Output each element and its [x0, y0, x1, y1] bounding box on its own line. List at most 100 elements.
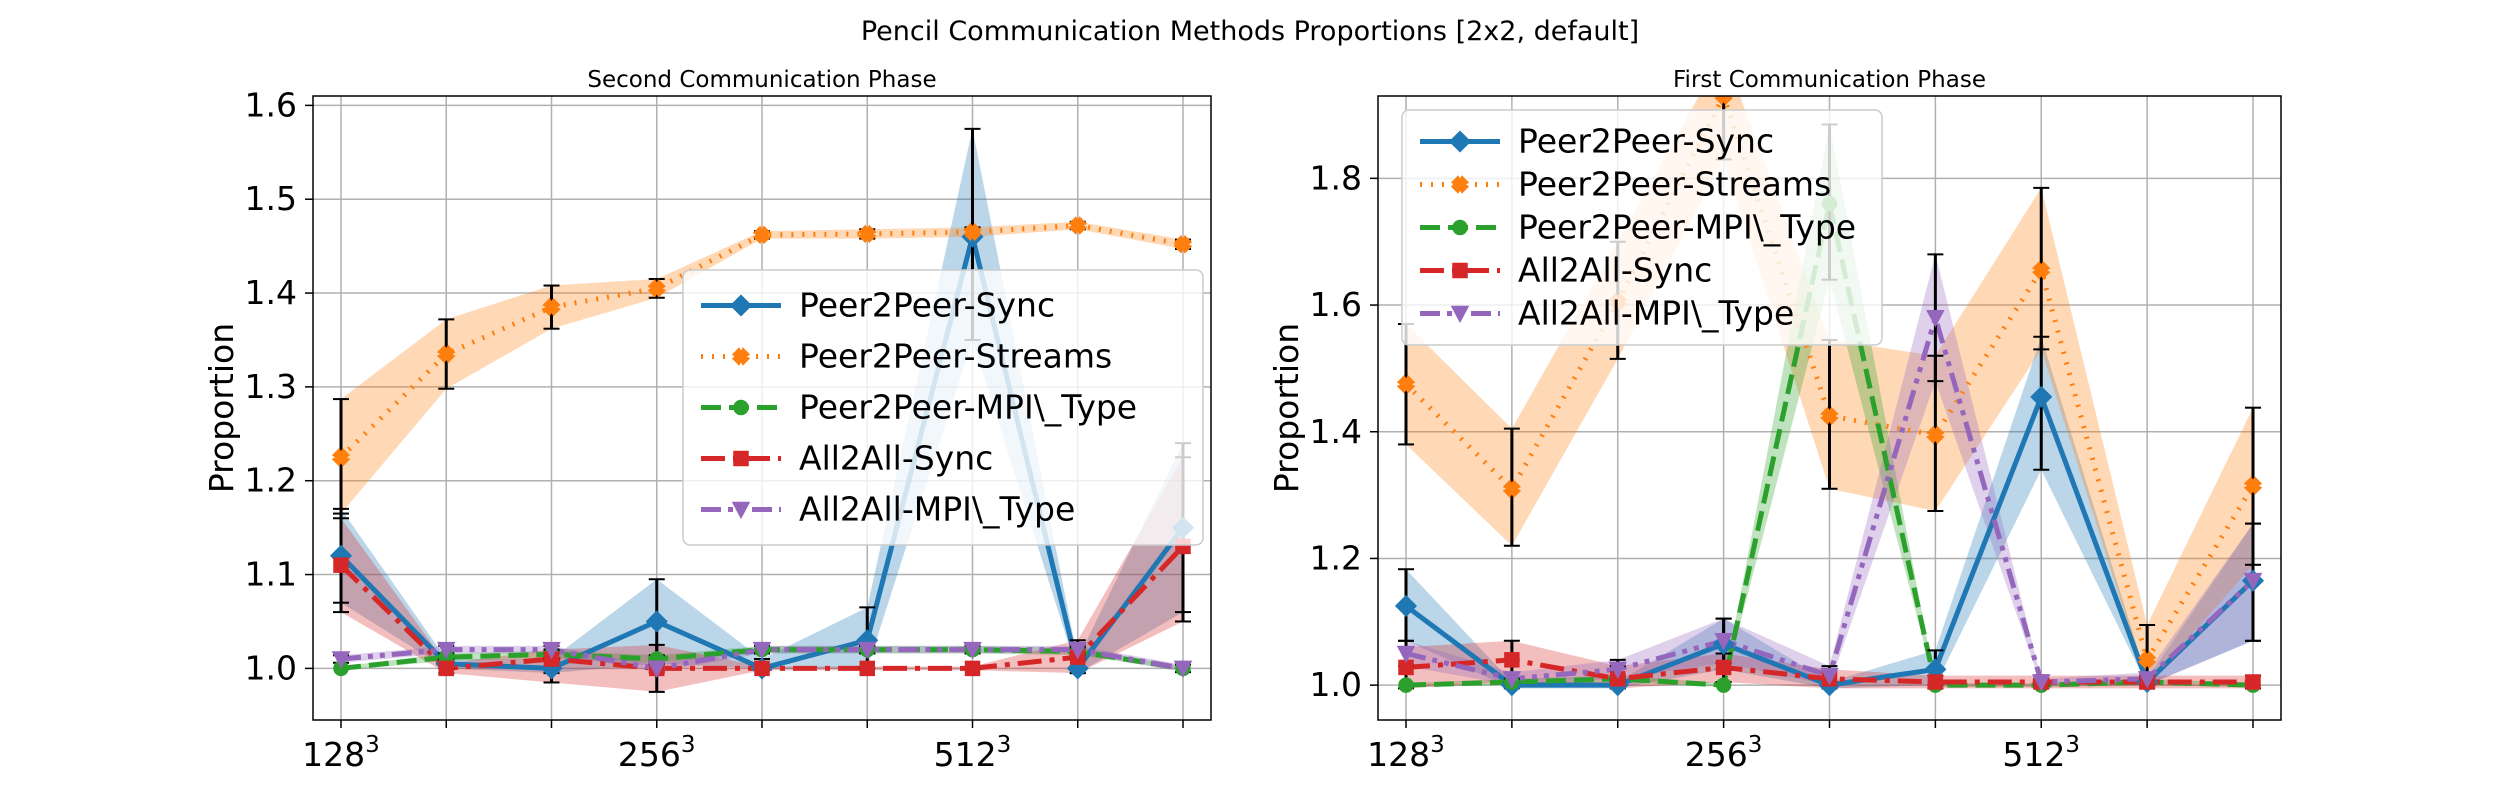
legend-marker [1450, 305, 1470, 324]
data-point [1926, 425, 1945, 445]
legend-label: Peer2Peer-MPI\_Type [1518, 208, 1856, 247]
data-point [542, 297, 561, 317]
legend-label: All2All-Sync [1518, 251, 1712, 290]
data-point [1502, 671, 1522, 689]
legend-marker [1452, 262, 1468, 279]
series-line [1405, 203, 2254, 688]
series-line [1404, 96, 2256, 667]
data-point [1926, 309, 1945, 328]
x-tick-label: 1283 [1367, 732, 1445, 774]
data-point [331, 651, 351, 669]
data-point [1715, 659, 1732, 676]
legend-marker [729, 294, 753, 317]
y-axis-label: Proportion [1267, 323, 1306, 493]
data-point [2245, 674, 2261, 690]
data-point [1927, 674, 1944, 690]
data-point [1396, 375, 1416, 394]
legend: Peer2Peer-Sync Peer2Peer-Streams Peer2Peer… [682, 269, 1204, 546]
y-tick-label: 1.2 [245, 461, 297, 500]
data-point [2032, 260, 2051, 280]
data-point [1068, 641, 1087, 660]
chart-second-communication-phase: Second Communication Phase 1.0 1.1 1.2 1.3 1.… [202, 67, 1212, 774]
y-tick-label: 1.3 [245, 367, 297, 406]
legend-marker [1448, 130, 1472, 153]
data-point [647, 660, 666, 678]
x-tick-label: 5123 [934, 732, 1012, 774]
legend-label: Peer2Peer-Sync [799, 286, 1055, 325]
data-point [1714, 96, 1733, 106]
legend-marker [1450, 175, 1470, 194]
axes-frame [312, 95, 1212, 721]
data-point [542, 641, 561, 660]
data-point [858, 641, 877, 660]
y-tick-label: 1.0 [1310, 665, 1362, 704]
data-point [964, 660, 981, 677]
x-tick-label: 2563 [618, 732, 696, 774]
data-point [1714, 633, 1733, 651]
legend-label: All2All-Sync [799, 439, 993, 478]
data-point [1173, 235, 1193, 254]
legend-marker [731, 501, 751, 520]
legend-marker [733, 399, 749, 416]
panel-title: First Communication Phase [1673, 67, 1986, 93]
data-point [1820, 667, 1839, 686]
data-point [1396, 645, 1416, 664]
data-point [2243, 572, 2263, 591]
data-point [1820, 406, 1839, 426]
y-tick-label: 1.6 [245, 85, 297, 124]
data-point [963, 641, 982, 660]
data-point [1608, 661, 1627, 679]
chart-first-communication-phase: First Communication Phase 1.0 1.2 1.4 1.6 1.8… [1267, 67, 2282, 774]
data-point [2032, 674, 2051, 692]
data-point [858, 224, 877, 244]
legend-marker [733, 450, 749, 467]
legend-label: Peer2Peer-MPI\_Type [799, 388, 1137, 427]
figure-title: Pencil Communication Methods Proportions… [861, 16, 1639, 47]
data-point [754, 660, 770, 677]
legend-marker [1452, 219, 1468, 236]
data-point [1068, 216, 1087, 235]
data-point [2137, 671, 2157, 689]
data-point [438, 660, 454, 677]
data-point [645, 610, 668, 633]
y-axis-label: Proportion [202, 323, 241, 493]
y-tick-label: 1.1 [245, 555, 297, 594]
data-point [1715, 677, 1732, 693]
data-point [1394, 594, 1418, 618]
data-point [2243, 476, 2263, 495]
x-tick-label: 5123 [2002, 732, 2080, 774]
legend: Peer2Peer-Sync Peer2Peer-Streams Peer2Peer… [1401, 109, 1883, 346]
legend-label: Peer2Peer-Sync [1518, 122, 1774, 161]
legend-label: Peer2Peer-Streams [1518, 165, 1831, 204]
legend-box [1401, 109, 1883, 346]
legend-box [682, 269, 1204, 546]
legend-label: Peer2Peer-Streams [799, 337, 1112, 376]
legend-label: All2All-MPI\_Type [799, 490, 1075, 529]
data-point [1502, 479, 1522, 498]
y-tick-label: 1.4 [245, 273, 297, 312]
legend-label: All2All-MPI\_Type [1518, 294, 1794, 333]
axes-frame [1377, 95, 2282, 721]
y-tick-label: 1.4 [1310, 412, 1362, 451]
data-point [752, 225, 772, 245]
panel-title: Second Communication Phase [587, 67, 936, 93]
x-tick-label: 2563 [1685, 732, 1763, 774]
data-point [437, 641, 456, 660]
data-point [963, 222, 982, 242]
data-point [1398, 677, 1414, 693]
data-point [437, 344, 456, 364]
y-tick-label: 1.5 [245, 179, 297, 218]
y-tick-label: 1.0 [245, 648, 297, 687]
y-tick-label: 1.8 [1310, 158, 1362, 197]
legend-marker [731, 347, 751, 366]
data-point [752, 641, 772, 660]
y-tick-label: 1.2 [1310, 538, 1362, 577]
data-point [333, 557, 349, 573]
data-point [859, 660, 875, 677]
data-point [2030, 385, 2053, 408]
x-tick-label: 1283 [302, 732, 380, 774]
data-point [331, 448, 351, 467]
y-tick-label: 1.6 [1310, 285, 1362, 324]
data-point [2137, 650, 2157, 670]
